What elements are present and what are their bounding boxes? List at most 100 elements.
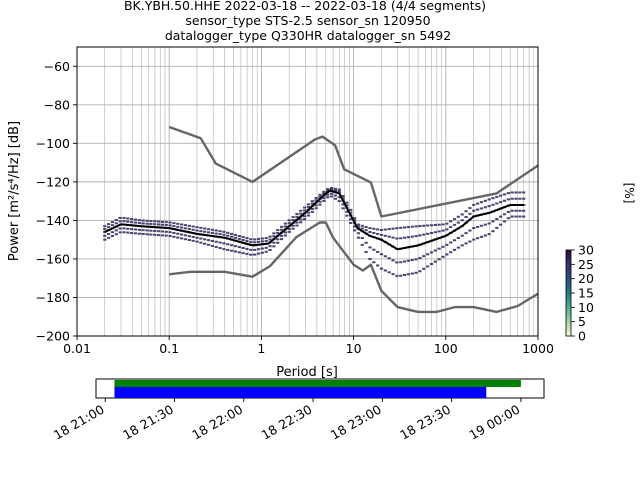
pdf-cell	[126, 220, 130, 223]
pdf-cell	[487, 198, 491, 201]
pdf-cell	[506, 210, 510, 213]
pdf-cell	[303, 206, 307, 209]
pdf-cell	[180, 237, 184, 240]
mean-curve	[104, 189, 524, 251]
timeline-tick-label: 18 22:30	[259, 402, 315, 443]
y-tick-label: −100	[36, 136, 70, 151]
pdf-cell	[276, 241, 280, 244]
pdf-cell	[345, 214, 349, 217]
pdf-cell	[418, 225, 422, 228]
pdf-cell	[156, 230, 161, 233]
pdf-cell	[433, 231, 437, 234]
pdf-cell	[306, 203, 311, 206]
pdf-cell	[176, 222, 180, 225]
pdf-cell	[495, 202, 499, 205]
pdf-cell	[183, 224, 188, 227]
pdf-cell	[253, 248, 257, 251]
pdf-cell	[349, 211, 353, 214]
pdf-cell	[391, 227, 395, 230]
timeline-bar	[114, 387, 487, 398]
pdf-cell	[249, 241, 253, 244]
y-tick-label: −60	[44, 59, 70, 74]
pdf-cell	[410, 272, 414, 275]
y-axis: −200 −180 −160 −140 −120 −100 −80 −60	[36, 59, 77, 344]
pdf-cell	[256, 248, 261, 251]
pdf-cell	[472, 227, 476, 230]
pdf-cell	[137, 222, 141, 225]
pdf-cell	[229, 232, 234, 235]
pdf-cell	[364, 241, 368, 244]
pdf-cell	[110, 231, 115, 234]
pdf-cell	[445, 243, 449, 246]
pdf-cell	[291, 224, 295, 227]
pdf-cell	[153, 220, 157, 223]
pdf-cell	[314, 207, 318, 210]
pdf-cell	[218, 241, 222, 244]
pdf-cell	[245, 247, 249, 250]
pdf-cell	[314, 204, 318, 207]
x-tick-label: 100	[434, 341, 458, 356]
pdf-cell	[387, 257, 391, 260]
pdf-cell	[468, 240, 472, 243]
pdf-cell	[229, 235, 234, 238]
pdf-cell	[245, 237, 249, 240]
colorbar-tick-label: 5	[578, 314, 586, 329]
pdf-cell	[364, 225, 368, 228]
pdf-cell	[341, 197, 345, 200]
pdf-cell	[183, 234, 188, 237]
pdf-cell	[479, 207, 484, 210]
pdf-cell	[518, 209, 522, 212]
pdf-cell	[479, 235, 484, 238]
pdf-cell	[268, 235, 272, 238]
pdf-cell	[487, 205, 491, 208]
pdf-cell	[214, 240, 218, 243]
pdf-cell	[299, 221, 303, 224]
pdf-cell	[283, 231, 288, 234]
pdf-cell	[460, 244, 464, 247]
pdf-cell	[452, 223, 457, 226]
pdf-cell	[106, 236, 111, 239]
pdf-cell	[522, 197, 526, 200]
pdf-cell	[233, 245, 238, 248]
x-tick-label: 0.1	[159, 341, 179, 356]
pdf-cell	[433, 223, 437, 226]
pdf-cell	[506, 198, 510, 201]
pdf-cell	[499, 201, 503, 204]
pdf-cell	[506, 217, 510, 220]
pdf-cell	[210, 228, 214, 231]
pdf-cell	[103, 238, 107, 241]
pdf-cell	[222, 242, 226, 245]
pdf-cell	[514, 191, 518, 194]
pdf-cell	[279, 238, 284, 241]
pdf-cell	[272, 235, 276, 238]
pdf-cell	[110, 221, 115, 224]
pdf-cell	[114, 222, 118, 225]
pdf-cell	[322, 199, 326, 202]
pdf-cell	[333, 189, 337, 192]
pdf-cell	[153, 229, 157, 232]
pdf-cell	[349, 218, 353, 221]
pdf-cell	[283, 222, 288, 225]
pdf-cell	[306, 214, 311, 217]
pdf-cell	[518, 197, 522, 200]
timeline-tick-label: 18 21:00	[51, 402, 107, 443]
pdf-cell	[149, 222, 153, 225]
pdf-cell	[206, 231, 211, 234]
pdf-cell	[287, 219, 291, 222]
pdf-cell	[349, 222, 353, 225]
y-tick-label: −140	[36, 213, 70, 228]
pdf-cell	[303, 215, 307, 218]
pdf-cell	[449, 220, 453, 223]
pdf-cell	[391, 259, 395, 262]
pdf-cell	[237, 237, 241, 240]
colorbar-tick-label: 30	[578, 243, 594, 258]
pdf-cell	[210, 239, 214, 242]
pdf-cell	[518, 191, 522, 194]
pdf-cell	[314, 196, 318, 199]
pdf-cell	[287, 222, 291, 225]
pdf-cell	[241, 236, 245, 239]
pdf-cell	[345, 204, 349, 207]
pdf-cell	[233, 236, 238, 239]
pdf-cell	[264, 239, 268, 242]
pdf-cell	[145, 219, 149, 222]
